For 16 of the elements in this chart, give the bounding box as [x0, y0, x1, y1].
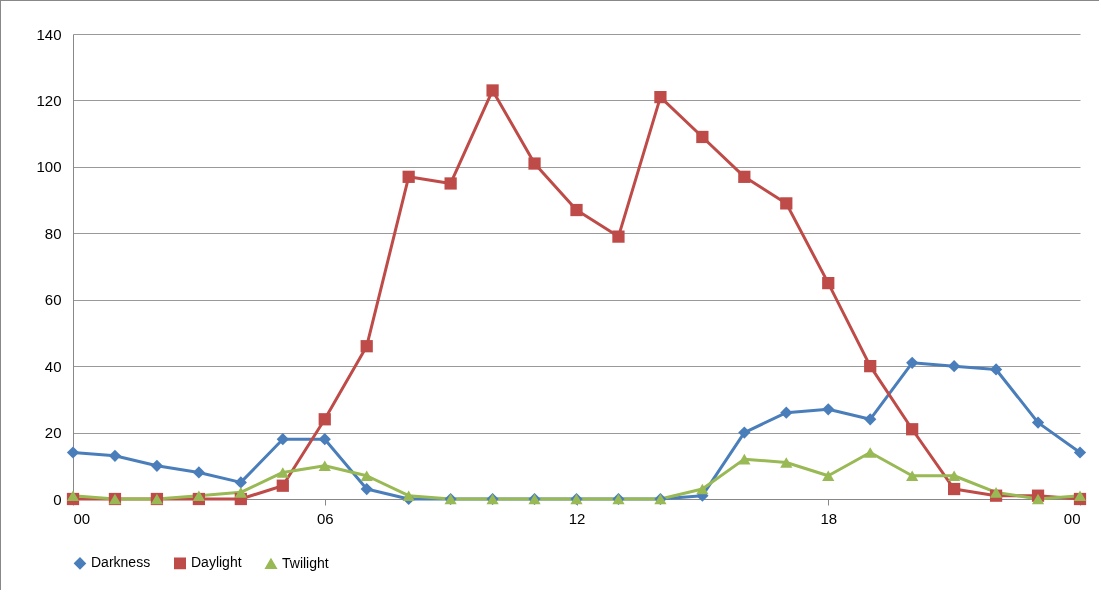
y-tick-label: 40 [44, 357, 62, 375]
y-tick-label: 100 [36, 158, 62, 176]
y-tick-label: 0 [53, 490, 62, 508]
y-tick-label: 120 [36, 91, 62, 109]
y-tick-label: 140 [36, 25, 62, 43]
x-tick-label: 18 [820, 509, 838, 527]
x-tick-label: 12 [568, 509, 586, 527]
x-tick-label: 00 [1063, 509, 1081, 527]
y-tick-label: 20 [44, 424, 62, 442]
y-tick-label: 80 [44, 224, 62, 242]
x-tick-label: 06 [316, 509, 334, 527]
legend-label: Darkness [91, 554, 151, 571]
legend-label: Twilight [282, 554, 329, 571]
y-tick-label: 60 [44, 291, 62, 309]
x-tick-label: 00 [73, 509, 91, 527]
legend-label: Daylight [191, 554, 242, 571]
